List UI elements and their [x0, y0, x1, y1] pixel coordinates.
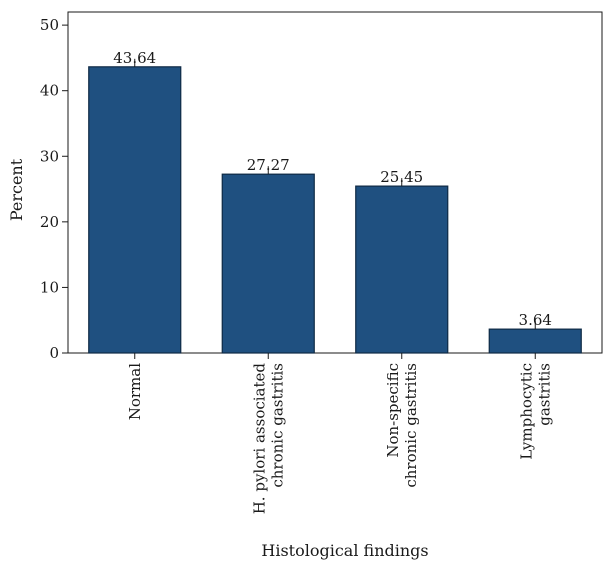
bars-group: 43.64 27.27 25.45 3.64 [88, 49, 582, 354]
plot-area [67, 11, 603, 354]
data-label: 27.27 [247, 156, 290, 174]
x-tick-label-line: chronic gastritis [402, 363, 420, 488]
y-tick-label: 0 [49, 344, 59, 362]
y-axis: 0 10 20 30 40 50 [40, 16, 68, 362]
x-tick-label: Non-specificchronic gastritis [384, 363, 420, 488]
data-label: 25.45 [380, 168, 423, 186]
y-tick-label: 20 [40, 213, 59, 231]
x-axis: Normal H. pylori associatedchronic gastri… [126, 353, 553, 515]
bar [88, 66, 182, 354]
x-tick-label-line: Lymphocytic [517, 363, 535, 460]
bar [355, 185, 449, 354]
x-tick-label-line: Normal [126, 363, 144, 420]
bar [221, 173, 315, 354]
x-tick-label: Normal [126, 363, 144, 420]
data-label: 43.64 [113, 49, 156, 67]
x-tick-label: H. pylori associatedchronic gastritis [250, 363, 286, 515]
x-tick-label: Lymphocyticgastritis [517, 363, 553, 460]
data-label: 3.64 [519, 311, 552, 329]
x-tick-label-line: H. pylori associated [250, 363, 268, 515]
x-tick-label-line: gastritis [535, 363, 553, 426]
x-tick-label-line: chronic gastritis [268, 363, 286, 488]
y-tick-label: 40 [40, 82, 59, 100]
y-tick-label: 30 [40, 147, 59, 165]
y-tick-label: 10 [40, 278, 59, 296]
bar [488, 328, 582, 354]
x-tick-label-line: Non-specific [384, 363, 402, 458]
plot-border [67, 11, 603, 354]
y-axis-title: Percent [7, 158, 26, 221]
x-axis-title: Histological findings [261, 541, 428, 560]
y-tick-label: 50 [40, 16, 59, 34]
